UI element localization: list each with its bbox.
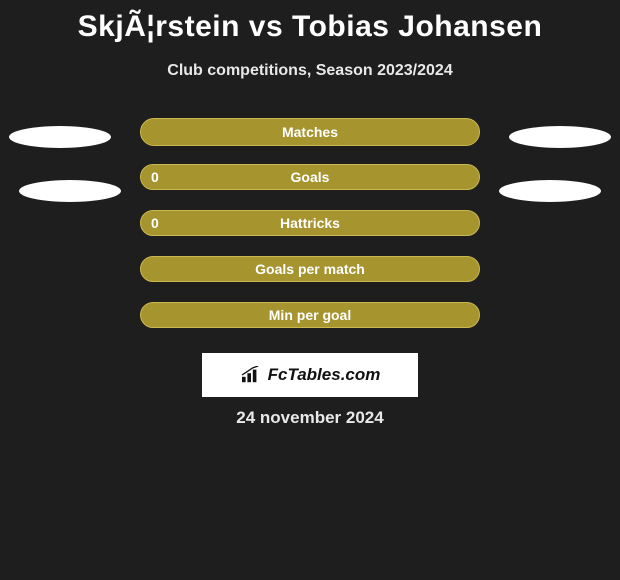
fctables-badge[interactable]: FcTables.com [202,353,418,397]
stat-bar: Min per goal [140,302,480,328]
stat-label: Min per goal [269,307,351,323]
stat-row-goals: 0 Goals [0,164,620,210]
stat-bar: Goals per match [140,256,480,282]
badge-text: FcTables.com [268,365,381,385]
stat-bar: 0 Hattricks [140,210,480,236]
stat-label: Goals [291,169,330,185]
stats-list: Matches 0 Goals 0 Hattricks Goals per ma… [0,118,620,348]
stat-row-goals-per-match: Goals per match [0,256,620,302]
stat-bar: 0 Goals [140,164,480,190]
subtitle: Club competitions, Season 2023/2024 [0,62,620,80]
stat-value-left: 0 [151,215,159,231]
stat-row-matches: Matches [0,118,620,164]
date-label: 24 november 2024 [0,408,620,428]
stat-row-min-per-goal: Min per goal [0,302,620,348]
stat-bar: Matches [140,118,480,146]
stat-label: Matches [282,124,338,140]
bar-chart-icon [240,366,262,384]
stat-label: Goals per match [255,261,365,277]
stat-value-left: 0 [151,169,159,185]
comparison-widget: SkjÃ¦rstein vs Tobias Johansen Club comp… [0,0,620,580]
stat-label: Hattricks [280,215,340,231]
page-title: SkjÃ¦rstein vs Tobias Johansen [0,0,620,44]
stat-row-hattricks: 0 Hattricks [0,210,620,256]
